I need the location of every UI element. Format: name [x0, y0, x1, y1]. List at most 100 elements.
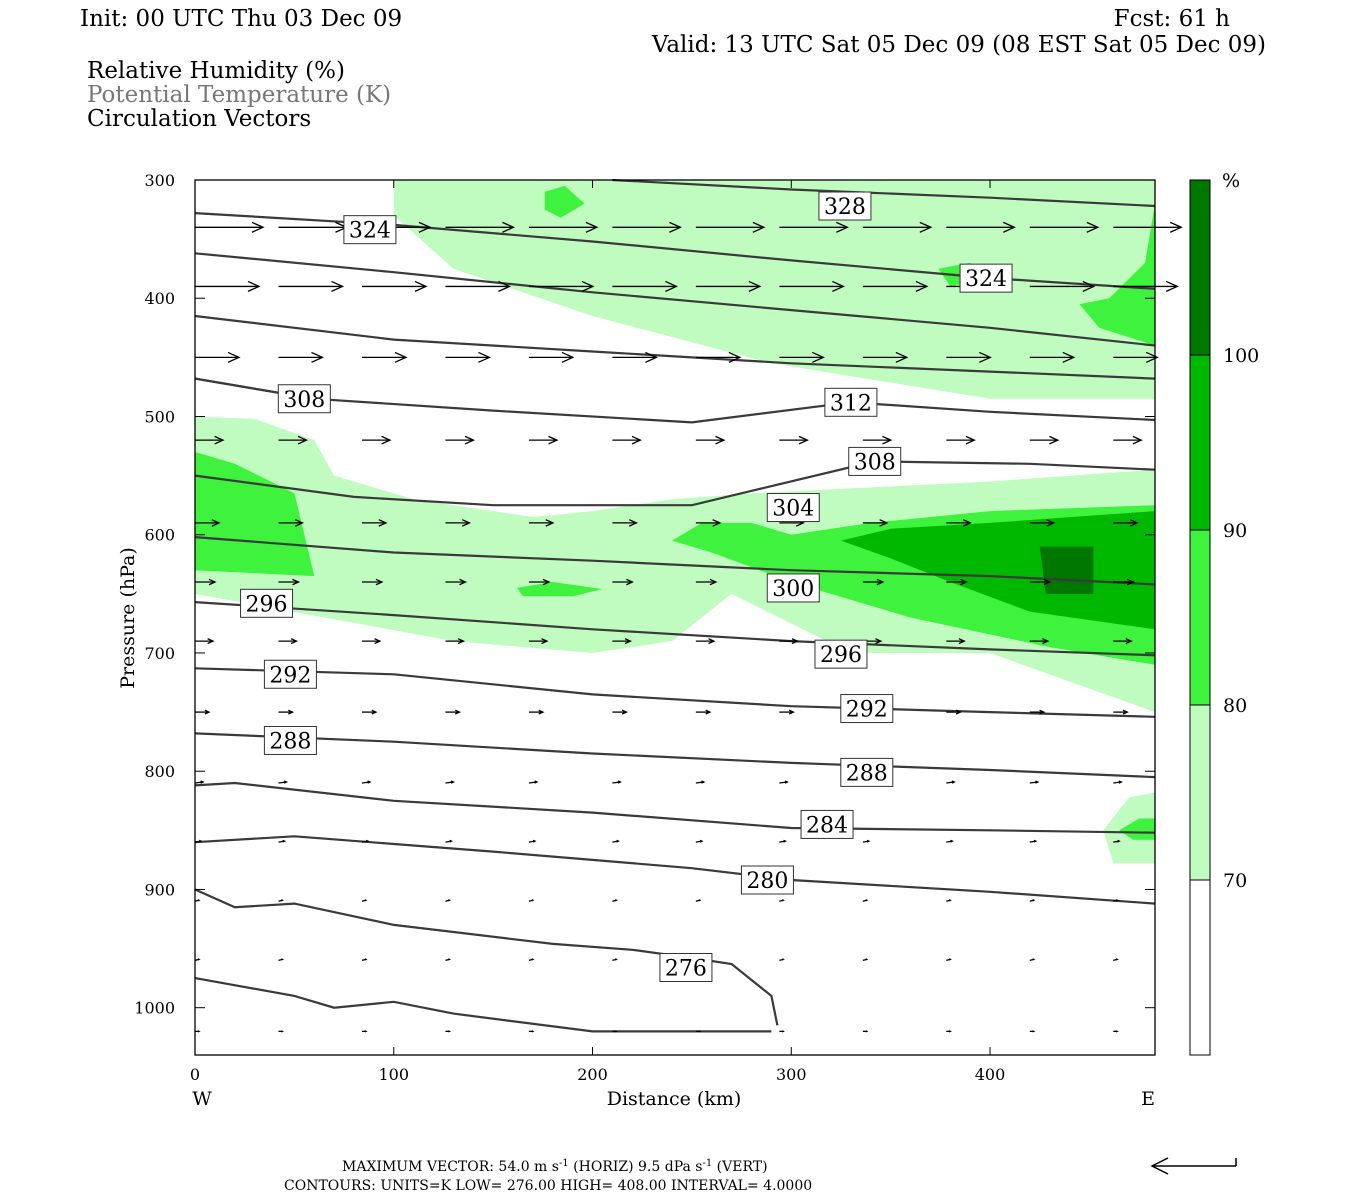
x-axis-ticks: 0 100 200 300 400	[190, 180, 1005, 1084]
theta-label-288-15: 288	[840, 757, 894, 787]
vector-arrow-2-2	[361, 351, 408, 363]
y-axis-ticks: 300 400 500 600 700 800 900 1000	[134, 171, 1155, 1018]
vector-arrow-5-10	[1029, 578, 1052, 586]
x-tick-label-1: 100	[378, 1065, 409, 1084]
vector-arrow-1-5	[612, 280, 678, 292]
vector-arrow-8-7	[779, 780, 789, 784]
theta-contour-296-11	[194, 667, 1156, 718]
vector-arrow-3-7	[779, 435, 809, 445]
theta-label-276-18: 276	[659, 953, 713, 982]
vector-arrow-4-1	[278, 519, 305, 527]
vector-arrow-11-10	[1029, 958, 1036, 962]
vector-arrow-6-6	[695, 638, 716, 645]
vector-arrow-10-2	[361, 899, 368, 902]
vector-arrow-8-1	[278, 780, 289, 784]
vector-arrow-12-10	[1029, 1030, 1036, 1033]
svg-text:312: 312	[830, 391, 872, 416]
vector-arrow-2-5	[612, 351, 658, 363]
vector-arrow-7-7	[779, 709, 795, 715]
theta-contour-316-4	[194, 314, 1156, 380]
x-endpoint-east: E	[1141, 1088, 1155, 1110]
colorbar-label-100: 100	[1223, 345, 1259, 367]
init-time: Init: 00 UTC Thu 03 Dec 09	[80, 6, 402, 32]
vector-arrow-0-7	[779, 221, 849, 233]
vector-arrow-5-6	[695, 578, 718, 586]
y-tick-label-2: 500	[144, 407, 175, 426]
field-label-vectors: Circulation Vectors	[87, 106, 311, 132]
y-tick-label-3: 600	[144, 526, 175, 545]
theta-contour-328-0	[612, 178, 1156, 208]
forecast-hour: Fcst: 61 h	[1114, 6, 1231, 32]
theta-contour-276-18	[194, 977, 772, 1033]
vector-arrow-10-1	[278, 899, 285, 902]
y-tick-label-0: 300	[144, 171, 175, 190]
vector-arrow-5-0	[195, 578, 217, 586]
vector-arrow-1-6	[695, 280, 762, 292]
theta-contour-labels: 328 324 324 312 308 308 304 300 296 296 292 292 288 2…	[240, 191, 1013, 982]
theta-label-296-10: 296	[240, 588, 294, 618]
vector-arrow-0-10	[1029, 221, 1100, 233]
svg-text:296: 296	[820, 643, 862, 668]
svg-text:324: 324	[349, 219, 391, 244]
vector-arrow-8-5	[612, 780, 622, 784]
theta-label-324-2: 324	[959, 263, 1013, 293]
vector-arrow-3-8	[862, 435, 893, 445]
vector-arrow-4-4	[528, 519, 555, 527]
theta-contour-292-13	[194, 732, 1156, 779]
vector-arrow-2-7	[779, 351, 825, 363]
vector-arrow-1-1	[278, 280, 345, 292]
theta-label-296-11: 296	[814, 639, 868, 669]
svg-text:292: 292	[846, 698, 888, 723]
vector-arrow-2-0	[195, 351, 241, 363]
x-endpoint-west: W	[192, 1088, 212, 1110]
x-tick-label-4: 400	[975, 1065, 1006, 1084]
theta-label-292-13: 292	[840, 694, 894, 724]
vector-arrow-7-11	[1113, 709, 1129, 715]
plot-frame	[194, 179, 1156, 1056]
vector-arrow-8-4	[528, 780, 539, 784]
colorbar-swatch-4	[1189, 179, 1211, 356]
humidity-region-90-8	[841, 511, 1155, 630]
svg-text:296: 296	[246, 592, 288, 617]
svg-text:280: 280	[746, 869, 788, 894]
vector-arrow-9-5	[612, 839, 620, 843]
x-tick-label-3: 300	[776, 1065, 807, 1084]
y-tick-label-1: 400	[144, 289, 175, 308]
humidity-region-70-0	[393, 180, 1155, 399]
vector-arrow-11-1	[278, 958, 285, 962]
vector-arrow-4-5	[612, 519, 638, 527]
vector-arrow-12-7	[779, 1030, 785, 1033]
valid-time: Valid: 13 UTC Sat 05 Dec 09 (08 EST Sat …	[651, 32, 1266, 58]
humidity-region-80-2	[1079, 203, 1155, 346]
vector-arrow-3-9	[946, 435, 976, 445]
vector-arrow-4-0	[195, 519, 221, 527]
y-tick-label-5: 800	[144, 762, 175, 781]
vector-arrow-3-5	[612, 435, 642, 445]
vector-arrow-7-5	[612, 709, 628, 715]
vector-arrow-11-0	[194, 958, 201, 962]
vector-arrow-2-11	[1113, 351, 1159, 363]
vector-arrow-3-0	[195, 435, 225, 445]
theta-label-280-17: 280	[740, 865, 794, 895]
svg-text:288: 288	[269, 729, 311, 754]
y-tick-label-4: 700	[144, 644, 175, 663]
svg-text:292: 292	[269, 663, 311, 688]
vector-arrow-12-9	[946, 1030, 952, 1033]
vector-arrow-8-11	[1113, 780, 1123, 784]
vector-arrow-6-7	[779, 638, 799, 645]
vector-arrow-2-10	[1029, 351, 1076, 363]
theta-contour-308-7	[194, 460, 1156, 507]
theta-contour-284-16	[194, 835, 1156, 905]
vector-arrow-6-5	[612, 638, 632, 645]
theta-contour-288-15	[194, 781, 1156, 834]
vector-arrow-10-11	[1113, 899, 1119, 902]
theta-label-284-16: 284	[800, 809, 854, 839]
svg-text:304: 304	[772, 497, 814, 522]
vector-arrow-4-8	[862, 519, 889, 527]
vector-arrow-12-5	[612, 1030, 618, 1033]
vector-arrow-10-6	[695, 899, 702, 902]
vector-arrow-10-9	[946, 899, 952, 902]
humidity-region-80-1	[544, 185, 585, 218]
vector-arrow-2-1	[278, 351, 325, 363]
svg-text:324: 324	[965, 267, 1007, 292]
